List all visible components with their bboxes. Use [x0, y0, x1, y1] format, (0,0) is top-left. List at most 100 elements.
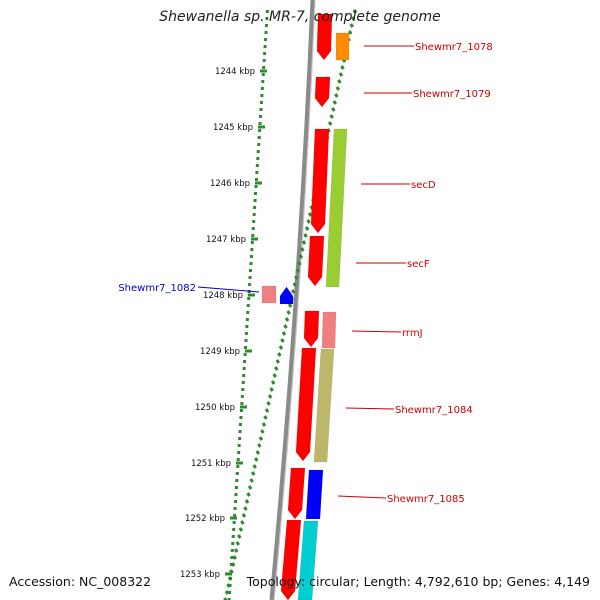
gene-ring-shewmr7-1084: [313, 348, 335, 463]
ring-tick-right: [230, 562, 236, 567]
gene-label: Shewmr7_1085: [387, 494, 465, 505]
map-title: Shewanella sp. MR-7, complete genome: [159, 9, 441, 25]
ring-tick-right: [337, 79, 342, 84]
kbp-tick-label: 1244 kbp: [215, 67, 255, 77]
ring-tick-right: [294, 275, 299, 280]
gene-label: Shewmr7_1084: [395, 405, 473, 416]
ring-tick-right: [304, 226, 310, 231]
ring-tick-right: [232, 555, 237, 560]
ring-tick-right: [283, 324, 288, 329]
gene-ring-rrmj: [321, 311, 337, 349]
ring-tick-right: [281, 331, 287, 336]
ring-tick-right: [243, 506, 248, 511]
ring-tick-right: [241, 513, 247, 518]
accession-text: Accession: NC_008322: [9, 574, 152, 589]
ring-tick-right: [329, 114, 334, 119]
ring-tick-right: [257, 443, 262, 448]
ring-tick-right: [261, 422, 267, 427]
ring-tick-right: [347, 30, 353, 35]
ring-tick-right: [340, 65, 345, 70]
ring-tick-right: [307, 212, 313, 217]
gene-ring-next: [297, 520, 319, 600]
ring-tick-right: [297, 261, 302, 266]
ring-tick-right: [335, 86, 341, 91]
kbp-tick-label: 1248 kbp: [203, 291, 243, 301]
ring-tick-right: [352, 9, 358, 14]
kbp-tick-label: 1251 kbp: [191, 459, 231, 469]
ring-tick-right: [264, 408, 270, 413]
ring-tick-right: [260, 429, 265, 434]
ring-tick-right: [227, 576, 233, 581]
ring-tick-right: [250, 471, 256, 476]
ring-tick-right: [226, 583, 231, 588]
ring-tick-right: [274, 366, 279, 371]
ring-tick-right: [267, 394, 273, 399]
ring-tick-right: [332, 100, 338, 105]
gene-arrow-rrmj: [303, 310, 320, 348]
kbp-tick-label: 1249 kbp: [200, 347, 240, 357]
genome-backbone-highlight: [273, 0, 316, 600]
ring-tick-right: [303, 233, 308, 238]
ring-tick-right: [247, 485, 253, 490]
ring-tick-right: [351, 16, 356, 21]
ring-tick-right: [284, 317, 290, 322]
ring-tick-right: [338, 72, 344, 77]
kbp-tick-label: 1252 kbp: [185, 514, 225, 524]
kbp-tick-label: 1253 kbp: [180, 570, 220, 580]
kbp-tick-label: 1246 kbp: [210, 179, 250, 189]
gene-arrow-shewmr7-1085: [287, 467, 306, 520]
ring-tick-right: [233, 548, 239, 553]
gene-label: Shewmr7_1078: [415, 42, 493, 53]
ring-tick-right: [249, 478, 254, 483]
ring-tick-right: [255, 450, 261, 455]
kbp-tick-label: 1245 kbp: [213, 123, 253, 133]
ring-tick-right: [277, 352, 282, 357]
gene-ring-shewmr7-1078: [335, 32, 350, 61]
ring-tick-right: [290, 289, 296, 294]
ring-tick-right: [269, 387, 274, 392]
ring-tick-right: [266, 401, 271, 406]
genome-backbone: [269, 0, 316, 600]
gene-ring-secd: [325, 128, 348, 288]
gene-label-leader: [351, 330, 402, 333]
ring-tick-right: [258, 436, 264, 441]
gene-label-leader: [337, 495, 387, 499]
ring-tick-right: [301, 240, 307, 245]
gene-arrow-shewmr7-1078: [316, 13, 333, 61]
ring-tick-right: [237, 534, 242, 539]
gene-label: rrmJ: [402, 328, 423, 339]
gene-label-leader: [197, 286, 260, 293]
gene-label: secD: [411, 180, 436, 191]
ring-tick-right: [244, 499, 250, 504]
ring-tick-right: [246, 492, 251, 497]
gene-label: Shewmr7_1082: [118, 283, 196, 294]
ring-tick-right: [272, 373, 277, 378]
gene-arrow-shewmr7-1079: [314, 76, 331, 108]
ring-tick-right: [349, 23, 354, 28]
ring-tick-right: [263, 415, 268, 420]
gene-arrow-shewmr7-1082: [279, 286, 294, 305]
gene-ring-shewmr7-1085: [305, 469, 324, 520]
ring-tick-right: [292, 282, 297, 287]
ring-tick-right: [327, 121, 333, 126]
gene-arrow-next: [280, 519, 302, 600]
gene-label-leader: [345, 407, 395, 410]
gene-arrow-secd: [310, 128, 330, 234]
ring-tick-right: [287, 303, 293, 308]
ring-tick-right: [298, 254, 304, 259]
ring-tick-right: [295, 268, 301, 273]
gene-ring-shewmr7-1082: [261, 285, 277, 304]
gene-label: secF: [407, 259, 430, 270]
ring-tick-right: [238, 527, 244, 532]
kbp-tick-label: 1250 kbp: [195, 403, 235, 413]
kbp-tick-label: 1247 kbp: [206, 235, 246, 245]
ring-tick-right: [280, 338, 285, 343]
ring-tick-right: [275, 359, 281, 364]
ring-tick-right: [330, 107, 336, 112]
ring-tick-right: [253, 457, 259, 462]
ring-tick-right: [224, 590, 230, 595]
gene-arrow-secf: [307, 235, 325, 287]
topology-text: Topology: circular; Length: 4,792,610 bp…: [246, 574, 590, 589]
ring-tick-right: [229, 569, 234, 574]
